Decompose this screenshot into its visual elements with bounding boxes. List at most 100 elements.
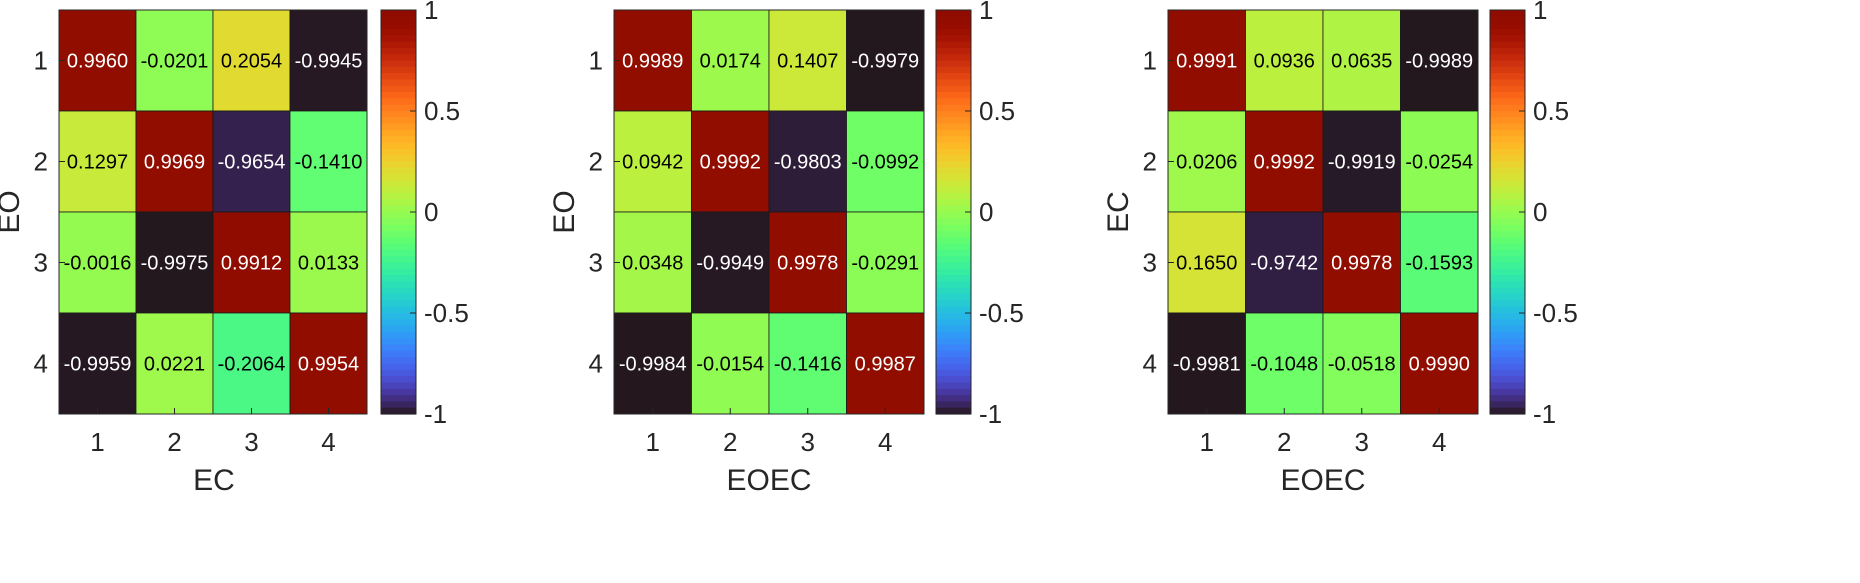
colorbar-swatch xyxy=(936,395,971,402)
heatmap-cell xyxy=(768,9,847,112)
heatmap-cell xyxy=(768,312,847,415)
colorbar-swatch xyxy=(381,10,416,17)
colorbar-swatch xyxy=(1490,287,1525,295)
colorbar-swatch xyxy=(381,161,416,169)
cell-value-label: -0.9949 xyxy=(696,253,764,275)
cell-value-label: 0.9969 xyxy=(144,152,205,174)
colorbar-swatch xyxy=(381,388,416,396)
colorbar-swatch xyxy=(936,123,971,131)
colorbar-swatch xyxy=(1490,205,1525,213)
colorbar-swatch xyxy=(381,85,416,93)
colorbar: 1 0.5 0 -0.5 -1 xyxy=(935,0,1024,429)
y-tick-label: 3 xyxy=(34,248,48,278)
heatmap-cell xyxy=(135,211,214,314)
cell-value-label: 0.9992 xyxy=(1254,152,1315,174)
x-tick-label: 4 xyxy=(878,427,892,457)
colorbar-swatch xyxy=(1490,104,1525,112)
colorbar-swatch xyxy=(1490,338,1525,346)
colorbar-swatch xyxy=(381,60,416,68)
colorbar-swatch xyxy=(1490,388,1525,396)
colorbar-swatch xyxy=(381,79,416,87)
colorbar-swatch xyxy=(1490,79,1525,87)
heatmap-cell xyxy=(1167,312,1246,415)
colorbar-tick-label: -0.5 xyxy=(979,298,1024,328)
colorbar-swatch xyxy=(1490,22,1525,30)
colorbar-swatch xyxy=(1490,129,1525,137)
colorbar-swatch xyxy=(381,148,416,156)
colorbar-swatch xyxy=(936,357,971,365)
colorbar-swatch xyxy=(1490,148,1525,156)
colorbar-tick-label: -1 xyxy=(979,399,1002,429)
heatmap-cell xyxy=(846,312,925,415)
colorbar-swatch xyxy=(381,205,416,213)
cell-value-label: 0.0942 xyxy=(622,152,683,174)
colorbar-swatch xyxy=(936,205,971,213)
heatmap-cell xyxy=(613,211,692,314)
cell-value-label: -0.9984 xyxy=(619,354,687,376)
colorbar-swatch xyxy=(936,306,971,314)
colorbar-swatch xyxy=(381,98,416,106)
colorbar-swatch xyxy=(381,331,416,339)
cell-value-label: 0.9954 xyxy=(298,354,359,376)
colorbar-swatch xyxy=(1490,193,1525,200)
colorbar-swatch xyxy=(936,117,971,125)
cell-value-label: -0.9919 xyxy=(1328,152,1396,174)
colorbar: 1 0.5 0 -0.5 -1 xyxy=(380,0,469,429)
heatmap-cell xyxy=(1245,110,1324,213)
colorbar-swatch xyxy=(1490,275,1525,283)
heatmap-cell xyxy=(289,9,368,112)
colorbar-swatch xyxy=(936,325,971,333)
colorbar-swatch xyxy=(1490,369,1525,377)
heatmap-cell xyxy=(135,110,214,213)
cell-value-label: 0.0206 xyxy=(1176,152,1237,174)
colorbar-swatch xyxy=(936,167,971,175)
heatmap-cell xyxy=(1245,211,1324,314)
cell-value-label: 0.9992 xyxy=(700,152,761,174)
heatmap-cell xyxy=(691,211,770,314)
heatmap-cell xyxy=(846,110,925,213)
colorbar-swatch xyxy=(381,262,416,270)
colorbar-swatch xyxy=(936,16,971,24)
heatmap-cell xyxy=(58,110,137,213)
colorbar-swatch xyxy=(1490,331,1525,339)
colorbar: 1 0.5 0 -0.5 -1 xyxy=(1489,0,1578,429)
cell-value-label: -0.1048 xyxy=(1250,354,1318,376)
colorbar-swatch xyxy=(936,136,971,144)
colorbar-swatch xyxy=(1490,256,1525,264)
colorbar-swatch xyxy=(936,300,971,308)
colorbar-swatch xyxy=(381,237,416,245)
cell-value-label: 0.0348 xyxy=(622,253,683,275)
colorbar-swatch xyxy=(381,92,416,99)
colorbar-swatch xyxy=(1490,382,1525,390)
colorbar-swatch xyxy=(936,186,971,194)
x-axis-label: EC xyxy=(193,464,235,497)
colorbar-swatch xyxy=(936,92,971,99)
colorbar-swatch xyxy=(1490,268,1525,276)
colorbar-swatch xyxy=(936,199,971,207)
cell-value-label: -0.9975 xyxy=(141,253,209,275)
colorbar-swatch xyxy=(381,16,416,24)
colorbar-swatch xyxy=(936,376,971,384)
colorbar-swatch xyxy=(936,155,971,163)
x-tick-label: 2 xyxy=(723,427,737,457)
colorbar-swatch xyxy=(936,230,971,238)
colorbar-swatch xyxy=(936,104,971,112)
y-axis-label: EO xyxy=(0,190,26,233)
colorbar-tick-label: 1 xyxy=(1533,0,1547,25)
colorbar-swatch xyxy=(936,344,971,352)
colorbar-swatch xyxy=(381,224,416,232)
colorbar-swatch xyxy=(936,148,971,156)
heatmap-cell xyxy=(768,110,847,213)
colorbar-swatch xyxy=(1490,230,1525,238)
colorbar-swatch xyxy=(381,350,416,358)
colorbar-swatch xyxy=(1490,319,1525,327)
colorbar-swatch xyxy=(1490,281,1525,289)
colorbar-swatch xyxy=(381,167,416,175)
colorbar-swatch xyxy=(1490,10,1525,17)
colorbar-swatch xyxy=(381,111,416,118)
colorbar-swatch xyxy=(1490,237,1525,245)
colorbar-swatch xyxy=(1490,262,1525,270)
cell-value-label: -0.1593 xyxy=(1405,253,1473,275)
cell-value-label: -0.0992 xyxy=(851,152,919,174)
